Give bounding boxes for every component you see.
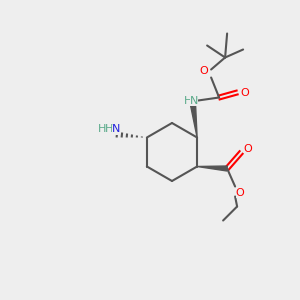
Text: H: H bbox=[105, 124, 113, 134]
Text: O: O bbox=[241, 88, 250, 98]
Text: H: H bbox=[184, 95, 192, 106]
Polygon shape bbox=[197, 166, 227, 171]
Text: O: O bbox=[244, 145, 253, 154]
Text: N: N bbox=[112, 124, 120, 134]
Polygon shape bbox=[190, 105, 197, 137]
Text: N: N bbox=[190, 95, 198, 106]
Text: O: O bbox=[236, 188, 244, 197]
Text: H: H bbox=[98, 124, 106, 134]
Text: O: O bbox=[200, 67, 208, 76]
